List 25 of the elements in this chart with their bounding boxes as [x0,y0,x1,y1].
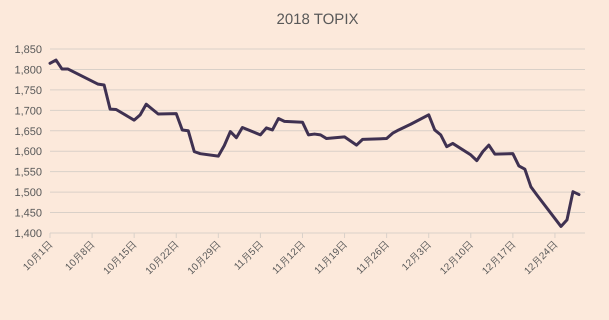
y-tick-label: 1,700 [14,105,42,118]
x-tick-label: 12月17日 [480,239,518,277]
x-tick-label: 10月1日 [21,239,56,274]
x-tick-label: 10月15日 [102,239,140,277]
x-tick-label: 12月3日 [400,239,434,274]
x-tick-label: 12月10日 [438,239,476,277]
line-series [48,58,580,228]
y-tick-label: 1,650 [14,126,42,138]
x-tick-label: 11月12日 [270,239,308,276]
x-tick-label: 11月19日 [312,239,350,276]
x-tick-label: 10月8日 [63,239,98,274]
y-tick-label: 1,550 [14,166,42,179]
x-tick-label: 12月24日 [522,239,560,277]
x-tick-label: 11月26日 [354,239,392,276]
y-tick-label: 1,450 [14,208,42,220]
x-tick-label: 10月22日 [144,239,182,277]
y-tick-label: 1,800 [14,64,42,76]
y-tick-label: 1,600 [14,146,42,158]
y-tick-label: 1,850 [14,44,42,56]
y-tick-label: 1,400 [14,228,42,240]
x-tick-label: 10月29日 [186,239,224,277]
y-tick-label: 1,750 [14,84,42,97]
x-tick-label: 11月5日 [232,239,266,273]
y-tick-label: 1,500 [14,187,42,200]
chart-title: 2018 TOPIX [276,11,359,28]
